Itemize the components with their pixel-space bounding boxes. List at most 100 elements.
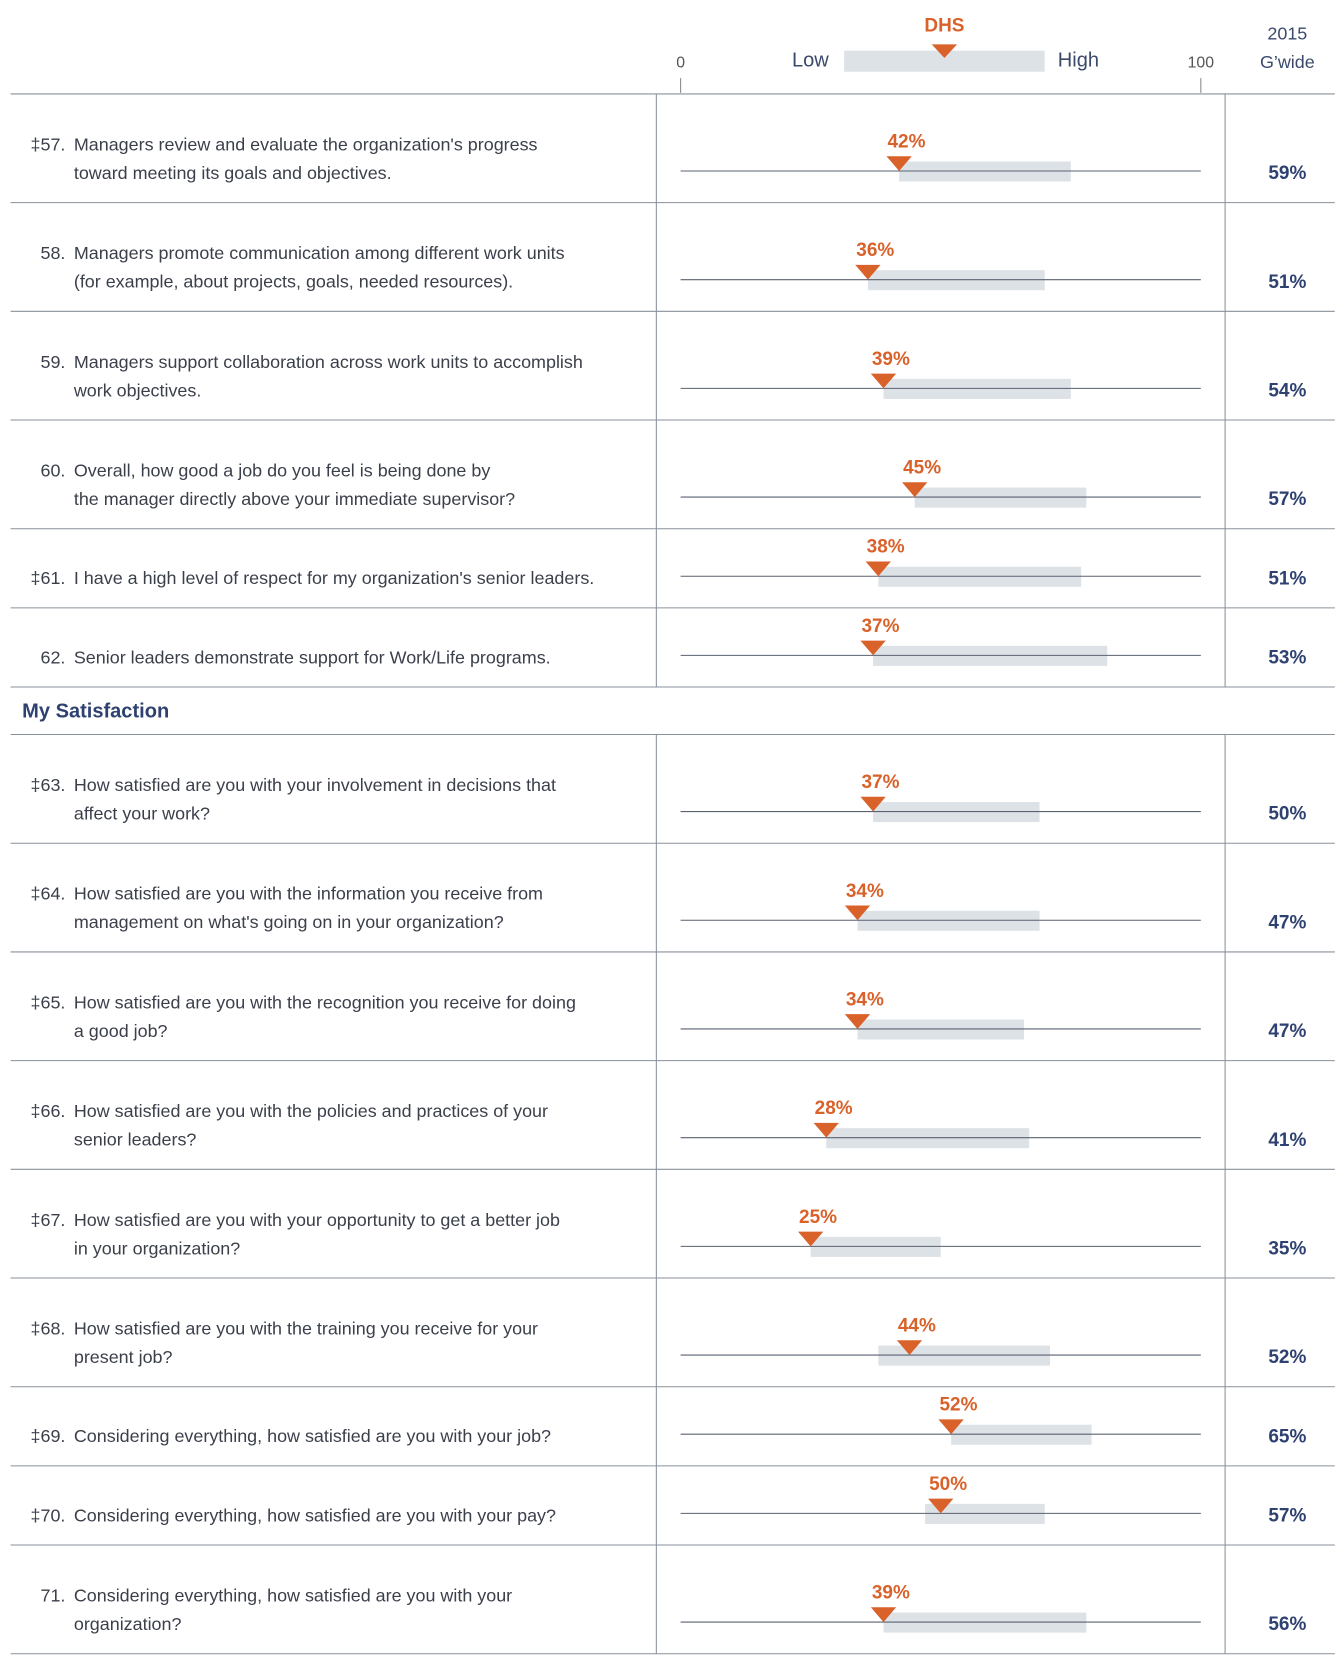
gwide-value: 56%	[1268, 1614, 1306, 1635]
dhs-value-label: 37%	[861, 616, 899, 637]
question-text: Considering everything, how satisfied ar…	[74, 1585, 512, 1605]
question-text: present job?	[74, 1347, 173, 1367]
question-text: How satisfied are you with the training …	[74, 1318, 538, 1338]
dhs-value-label: 38%	[867, 537, 905, 558]
question-number: ‡66.	[31, 1101, 66, 1121]
gwide-value: 54%	[1268, 381, 1306, 402]
range-bar	[883, 378, 1071, 399]
gwide-value: 65%	[1268, 1426, 1306, 1447]
dhs-marker	[844, 1014, 871, 1029]
dhs-marker	[870, 1607, 897, 1623]
gwide-value: 35%	[1268, 1239, 1306, 1260]
question-number: ‡64.	[31, 884, 66, 904]
dhs-marker	[886, 156, 912, 171]
dhs-marker	[860, 796, 886, 812]
question-text: senior leaders?	[74, 1130, 197, 1150]
dhs-value-label: 36%	[856, 240, 894, 261]
gwide-value: 51%	[1268, 272, 1306, 293]
question-number: 62.	[41, 647, 66, 667]
section-title: My Satisfaction	[22, 701, 169, 723]
dhs-marker	[855, 264, 881, 280]
dhs-value-label: 45%	[903, 458, 941, 479]
dhs-marker	[844, 905, 871, 921]
gwide-label: G’wide	[1260, 52, 1315, 72]
dhs-header: DHS	[924, 15, 964, 36]
question-number: ‡65.	[31, 992, 66, 1012]
question-number: ‡61.	[31, 568, 66, 588]
question-text: Senior leaders demonstrate support for W…	[74, 647, 551, 667]
question-text: in your organization?	[74, 1238, 240, 1258]
gwide-value: 47%	[1268, 1021, 1306, 1042]
question-number: ‡70.	[31, 1505, 66, 1525]
question-number: ‡57.	[31, 134, 66, 154]
question-text: affect your work?	[74, 803, 210, 823]
dhs-marker	[938, 1419, 964, 1435]
gwide-value: 50%	[1268, 804, 1306, 825]
dhs-value-label: 44%	[898, 1316, 936, 1337]
dhs-marker	[896, 1340, 923, 1356]
gwide-value: 57%	[1268, 489, 1306, 510]
dhs-value-label: 39%	[872, 1583, 910, 1604]
legend-range	[844, 50, 1045, 72]
dhs-marker	[870, 373, 897, 389]
question-number: ‡67.	[31, 1210, 66, 1230]
dhs-marker	[813, 1122, 839, 1138]
question-text: How satisfied are you with your opportun…	[74, 1210, 560, 1230]
question-number: 58.	[41, 243, 66, 263]
gwide-value: 47%	[1268, 912, 1306, 933]
dhs-value-label: 34%	[846, 989, 884, 1010]
question-text: Managers promote communication among dif…	[74, 243, 565, 263]
question-text: the manager directly above your immediat…	[74, 489, 515, 509]
gwide-value: 57%	[1268, 1506, 1306, 1527]
question-number: ‡68.	[31, 1318, 66, 1338]
question-text: How satisfied are you with the informati…	[74, 884, 543, 904]
question-text: How satisfied are you with the policies …	[74, 1101, 548, 1121]
dhs-value-label: 37%	[861, 772, 899, 793]
question-text: Managers review and evaluate the organiz…	[74, 134, 538, 154]
gwide-value: 59%	[1268, 163, 1306, 184]
question-text: Considering everything, how satisfied ar…	[74, 1426, 551, 1446]
dhs-marker	[860, 640, 886, 656]
gwide-value: 52%	[1268, 1347, 1306, 1368]
dhs-value-label: 50%	[929, 1474, 967, 1495]
low-label: Low	[792, 50, 829, 72]
dhs-marker	[902, 482, 928, 498]
question-text: (for example, about projects, goals, nee…	[74, 272, 513, 292]
question-text: Managers support collaboration across wo…	[74, 352, 583, 372]
question-text: I have a high level of respect for my or…	[74, 568, 594, 588]
dhs-value-label: 25%	[799, 1207, 837, 1228]
dhs-marker	[797, 1231, 824, 1247]
question-text: management on what's going on in your or…	[74, 912, 504, 932]
dhs-value-label: 34%	[846, 881, 884, 902]
question-number: ‡69.	[31, 1426, 66, 1446]
question-text: How satisfied are you with the recogniti…	[74, 992, 576, 1012]
question-text: How satisfied are you with your involvem…	[74, 775, 556, 795]
gwide-value: 53%	[1268, 648, 1306, 669]
legend-marker	[931, 44, 958, 59]
question-number: ‡63.	[31, 775, 66, 795]
question-text: toward meeting its goals and objectives.	[74, 163, 392, 183]
range-bar	[914, 487, 1087, 508]
x-tick-label: 100	[1188, 54, 1215, 71]
question-text: Considering everything, how satisfied ar…	[74, 1505, 556, 1525]
question-number: 71.	[41, 1585, 66, 1605]
question-text: work objectives.	[73, 380, 201, 400]
dhs-value-label: 39%	[872, 349, 910, 370]
question-text: organization?	[74, 1614, 182, 1634]
dhs-value-label: 42%	[887, 131, 925, 152]
high-label: High	[1058, 50, 1099, 72]
year-label: 2015	[1267, 24, 1307, 44]
gwide-value: 41%	[1268, 1130, 1306, 1151]
question-number: 59.	[41, 352, 66, 372]
question-text: a good job?	[74, 1021, 168, 1041]
dhs-value-label: 52%	[940, 1395, 978, 1416]
question-text: Overall, how good a job do you feel is b…	[74, 460, 490, 480]
question-number: 60.	[41, 460, 66, 480]
dhs-marker	[928, 1498, 954, 1514]
x-tick-label: 0	[676, 54, 685, 71]
dhs-marker	[865, 561, 891, 577]
dhs-value-label: 28%	[815, 1098, 853, 1119]
gwide-value: 51%	[1268, 568, 1306, 589]
